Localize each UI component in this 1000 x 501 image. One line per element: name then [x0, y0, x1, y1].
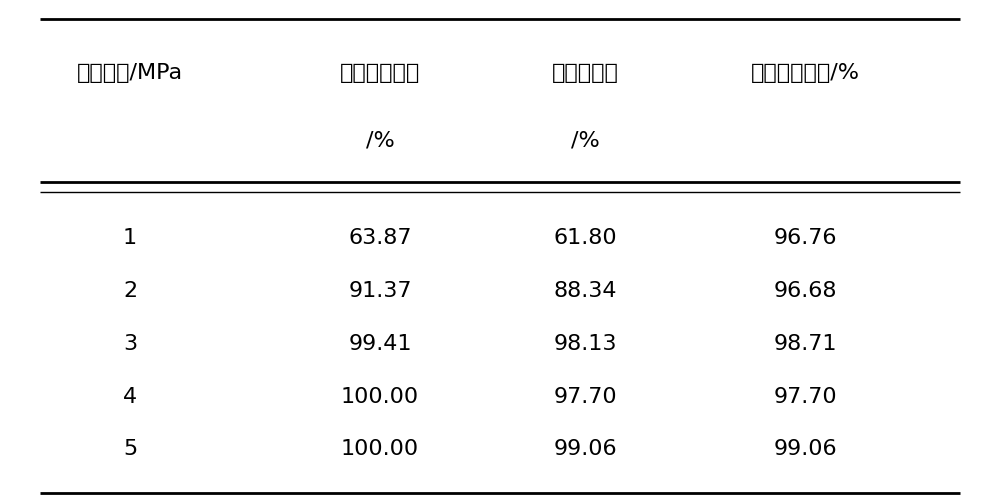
- Text: 1: 1: [123, 228, 137, 248]
- Text: 98.71: 98.71: [773, 333, 837, 353]
- Text: 3: 3: [123, 333, 137, 353]
- Text: 63.87: 63.87: [348, 228, 412, 248]
- Text: 91.37: 91.37: [348, 281, 412, 301]
- Text: 97.70: 97.70: [773, 386, 837, 406]
- Text: /%: /%: [366, 130, 394, 150]
- Text: 96.68: 96.68: [773, 281, 837, 301]
- Text: 4: 4: [123, 386, 137, 406]
- Text: 61.80: 61.80: [553, 228, 617, 248]
- Text: 葡萄糖转化率: 葡萄糖转化率: [340, 63, 420, 83]
- Text: 99.41: 99.41: [348, 333, 412, 353]
- Text: /%: /%: [571, 130, 599, 150]
- Text: 97.70: 97.70: [553, 386, 617, 406]
- Text: 98.13: 98.13: [553, 333, 617, 353]
- Text: 山梨醇得率: 山梨醇得率: [552, 63, 618, 83]
- Text: 100.00: 100.00: [341, 438, 419, 458]
- Text: 100.00: 100.00: [341, 386, 419, 406]
- Text: 99.06: 99.06: [773, 438, 837, 458]
- Text: 99.06: 99.06: [553, 438, 617, 458]
- Text: 5: 5: [123, 438, 137, 458]
- Text: 山梨醇选择性/%: 山梨醇选择性/%: [750, 63, 860, 83]
- Text: 88.34: 88.34: [553, 281, 617, 301]
- Text: 96.76: 96.76: [773, 228, 837, 248]
- Text: 2: 2: [123, 281, 137, 301]
- Text: 氢气压力/MPa: 氢气压力/MPa: [77, 63, 183, 83]
